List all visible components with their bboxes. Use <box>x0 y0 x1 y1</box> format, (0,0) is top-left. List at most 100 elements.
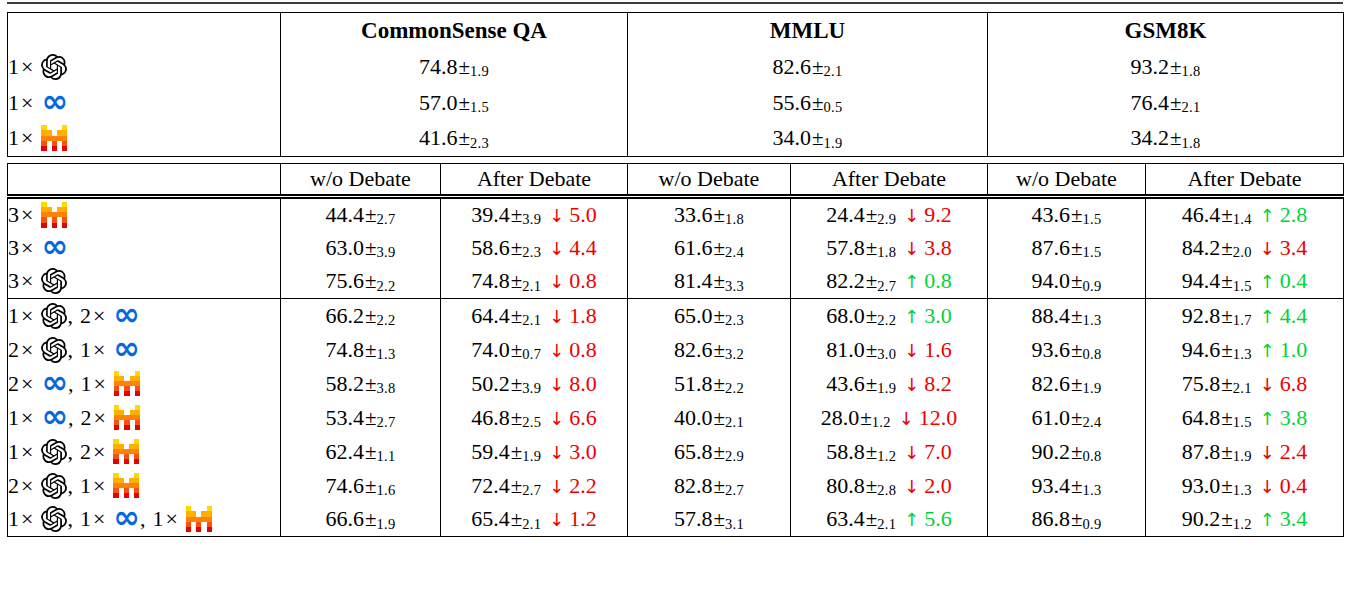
plus-minus-sign: ± <box>365 338 377 362</box>
plus-minus-sign: ± <box>713 304 725 328</box>
score-stderr: 1.3 <box>1083 482 1102 498</box>
score-value: 46.4 <box>1182 202 1221 227</box>
arrow-up-icon: ↑ <box>1260 205 1275 226</box>
delta-value: 0.4 <box>1280 473 1308 498</box>
score-stderr: 2.7 <box>377 211 396 227</box>
plus-minus-sign: ± <box>812 55 824 79</box>
model-count: 2× <box>8 371 35 397</box>
score-value: 94.6 <box>1182 337 1221 362</box>
score-cell: 41.6±2.3 <box>281 121 628 157</box>
delta-value: 0.8 <box>569 268 597 293</box>
score-stderr: 1.8 <box>877 244 896 260</box>
score-value: 66.2 <box>325 303 364 328</box>
arrow-down-icon: ↓ <box>1260 442 1275 463</box>
score-cell: 57.8±3.1 <box>628 503 791 537</box>
model-count: 1× <box>81 371 108 397</box>
score-value: 57.8 <box>674 506 713 531</box>
delta-value: 1.0 <box>1280 337 1308 362</box>
score-cell: 44.4±2.7 <box>281 197 441 231</box>
score-stderr: 2.7 <box>725 482 744 498</box>
plus-minus-sign: ± <box>1221 507 1233 531</box>
after-debate-cell: 75.8±2.1↓6.8 <box>1146 367 1344 401</box>
model-combo-cell: 3× <box>8 265 281 299</box>
model-combo-cell: 3× <box>8 197 281 231</box>
score-value: 87.8 <box>1182 439 1221 464</box>
delta-value: 3.0 <box>569 439 597 464</box>
score-cell: 76.4±2.1 <box>988 85 1344 121</box>
delta-value: 9.2 <box>924 202 952 227</box>
score-value: 40.0 <box>674 405 713 430</box>
after-debate-cell: 81.0±3.0↓1.6 <box>791 333 988 367</box>
single-agent-table: CommonSense QA MMLU GSM8K 1×74.8±1.982.6… <box>7 12 1344 157</box>
table-row: 2×,1×∞74.8±1.374.0±0.7↓0.882.6±3.281.0±3… <box>8 333 1344 367</box>
model-combo: 1× <box>8 125 280 151</box>
arrow-down-icon: ↓ <box>549 238 564 259</box>
delta-value: 12.0 <box>919 405 958 430</box>
score-value: 72.4 <box>471 473 510 498</box>
plus-minus-sign: ± <box>1221 372 1233 396</box>
plus-minus-sign: ± <box>365 236 377 260</box>
plus-minus-sign: ± <box>1071 304 1083 328</box>
debate-results-table: w/o Debate After Debate w/o Debate After… <box>7 163 1344 537</box>
arrow-down-icon: ↓ <box>549 442 564 463</box>
score-cell: 74.8±1.9 <box>281 49 628 85</box>
model-combo-cell: 1×∞,2× <box>8 401 281 435</box>
score-cell: 88.4±1.3 <box>988 299 1146 333</box>
score-cell: 82.6±1.9 <box>988 367 1146 401</box>
arrow-down-icon: ↓ <box>549 509 564 530</box>
combo-separator: , <box>67 439 73 465</box>
score-cell: 66.2±2.2 <box>281 299 441 333</box>
delta-value: 4.4 <box>1280 303 1308 328</box>
score-stderr: 2.1 <box>1182 99 1201 115</box>
score-value: 41.6 <box>419 125 458 150</box>
score-cell: 93.2±1.8 <box>988 49 1344 85</box>
score-value: 94.0 <box>1031 268 1070 293</box>
score-stderr: 1.9 <box>522 448 541 464</box>
plus-minus-sign: ± <box>511 338 523 362</box>
score-value: 82.8 <box>674 473 713 498</box>
after-debate-cell: 43.6±1.9↓8.2 <box>791 367 988 401</box>
plus-minus-sign: ± <box>458 126 470 150</box>
score-value: 65.0 <box>674 303 713 328</box>
arrow-down-icon: ↓ <box>904 374 919 395</box>
score-stderr: 1.5 <box>470 99 489 115</box>
meta-icon: ∞ <box>41 372 68 392</box>
model-combo-cell: 1× <box>8 49 281 85</box>
score-cell: 34.0±1.9 <box>628 121 988 157</box>
score-value: 82.2 <box>826 268 865 293</box>
score-value: 43.6 <box>1031 202 1070 227</box>
score-stderr: 2.2 <box>877 312 896 328</box>
score-stderr: 0.8 <box>1083 346 1102 362</box>
score-cell: 66.6±1.9 <box>281 503 441 537</box>
after-debate-cell: 80.8±2.8↓2.0 <box>791 469 988 503</box>
delta-value: 3.4 <box>1280 506 1308 531</box>
plus-minus-sign: ± <box>365 203 377 227</box>
score-cell: 74.6±1.6 <box>281 469 441 503</box>
score-value: 46.8 <box>471 405 510 430</box>
score-value: 33.6 <box>674 202 713 227</box>
plus-minus-sign: ± <box>866 203 878 227</box>
score-value: 81.0 <box>826 337 865 362</box>
plus-minus-sign: ± <box>1170 126 1182 150</box>
score-value: 93.0 <box>1182 473 1221 498</box>
openai-icon <box>41 337 67 363</box>
plus-minus-sign: ± <box>511 372 523 396</box>
score-value: 84.2 <box>1182 235 1221 260</box>
delta-value: 2.2 <box>569 473 597 498</box>
delta-value: 0.8 <box>569 337 597 362</box>
score-stderr: 2.1 <box>522 312 541 328</box>
score-stderr: 3.9 <box>377 244 396 260</box>
score-value: 39.4 <box>471 202 510 227</box>
arrow-down-icon: ↓ <box>549 205 564 226</box>
delta-value: 2.0 <box>924 473 952 498</box>
plus-minus-sign: ± <box>713 338 725 362</box>
score-value: 94.4 <box>1182 268 1221 293</box>
mistral-icon <box>113 439 139 465</box>
plus-minus-sign: ± <box>1221 304 1233 328</box>
score-cell: 61.6±2.4 <box>628 231 791 265</box>
table-row: 3×44.4±2.739.4±3.9↓5.033.6±1.824.4±2.9↓9… <box>8 197 1344 231</box>
score-stderr: 1.3 <box>1233 346 1252 362</box>
header-after-debate-gsm8k: After Debate <box>1146 164 1344 197</box>
score-stderr: 2.1 <box>877 516 896 532</box>
model-count: 1× <box>8 90 35 116</box>
